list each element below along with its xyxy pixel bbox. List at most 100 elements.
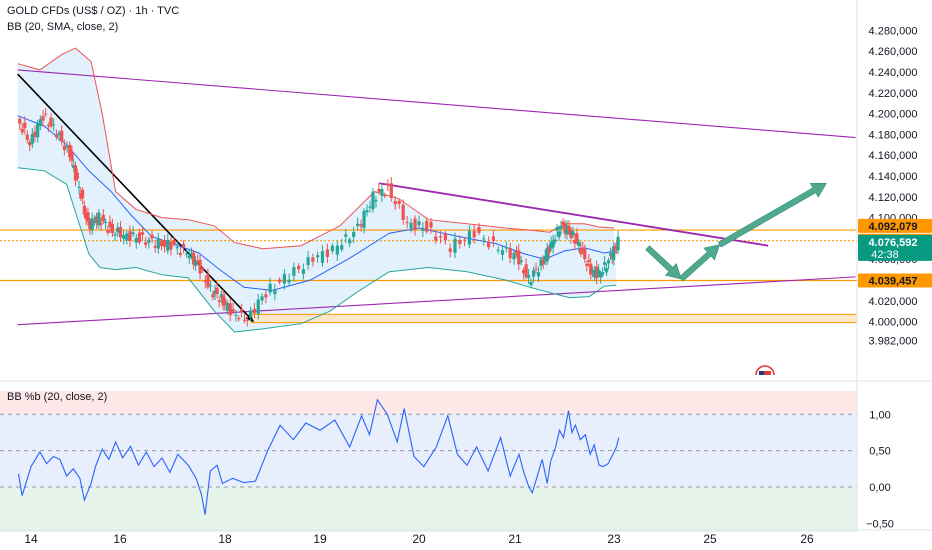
candle-body[interactable] [380, 188, 384, 196]
candle-body[interactable] [534, 268, 538, 270]
candle-body[interactable] [159, 241, 164, 247]
candle-body[interactable] [75, 172, 79, 179]
candle-body[interactable] [95, 216, 99, 224]
candle-body[interactable] [401, 204, 405, 220]
candle-body[interactable] [137, 232, 142, 243]
candle-body[interactable] [443, 233, 447, 241]
candle-body[interactable] [260, 296, 264, 301]
candle-body[interactable] [335, 245, 339, 255]
candle-body[interactable] [527, 275, 531, 278]
percent-b-line[interactable] [17, 398, 620, 515]
candle-body[interactable] [543, 255, 547, 260]
candle-body[interactable] [344, 234, 348, 237]
candle-body[interactable] [268, 283, 272, 293]
candle-body[interactable] [99, 223, 103, 225]
candle-body[interactable] [585, 264, 589, 266]
candle-body[interactable] [514, 251, 519, 254]
candle-body[interactable] [79, 193, 83, 199]
candle-body[interactable] [147, 239, 151, 243]
candle-body[interactable] [500, 250, 505, 255]
candle-body[interactable] [225, 303, 229, 311]
support-zone[interactable] [251, 313, 857, 324]
candle-body[interactable] [282, 273, 286, 284]
candle-body[interactable] [567, 225, 571, 231]
candle-body[interactable] [575, 233, 579, 243]
candle-body[interactable] [185, 253, 189, 255]
candle-body[interactable] [134, 237, 138, 243]
candle-body[interactable] [569, 230, 573, 238]
candle-body[interactable] [374, 200, 378, 202]
candle-body[interactable] [297, 266, 301, 270]
candle-body[interactable] [23, 122, 27, 129]
candle-body[interactable] [144, 242, 148, 245]
candle-body[interactable] [20, 128, 24, 133]
candle-body[interactable] [599, 273, 603, 278]
candle-body[interactable] [487, 242, 491, 248]
candle-body[interactable] [467, 230, 471, 245]
candle-body[interactable] [405, 222, 409, 224]
candle-body[interactable] [44, 113, 48, 115]
candle-body[interactable] [65, 145, 69, 148]
candle-body[interactable] [125, 233, 129, 241]
candle-body[interactable] [292, 267, 296, 276]
candle-body[interactable] [356, 223, 360, 226]
candle-body[interactable] [429, 221, 433, 228]
candle-body[interactable] [539, 259, 543, 266]
candle-body[interactable] [320, 251, 325, 263]
candle-body[interactable] [439, 236, 443, 238]
candle-body[interactable] [587, 260, 591, 262]
candle-body[interactable] [421, 227, 425, 231]
candle-body[interactable] [122, 234, 126, 239]
candle-body[interactable] [206, 274, 210, 288]
price-label-1[interactable]: 4.092,079 [869, 221, 918, 233]
candle-body[interactable] [340, 245, 344, 250]
candle-body[interactable] [169, 241, 173, 250]
candle-body[interactable] [166, 239, 170, 251]
candle-body[interactable] [278, 279, 282, 283]
candle-body[interactable] [62, 145, 66, 151]
candle-body[interactable] [545, 247, 549, 262]
candle-body[interactable] [389, 183, 393, 198]
candle-body[interactable] [536, 272, 541, 277]
candle-body[interactable] [116, 227, 120, 233]
oscillator-legend[interactable]: BB %b (20, close, 2) [7, 391, 108, 403]
candle-body[interactable] [555, 227, 559, 231]
candle-body[interactable] [273, 289, 277, 295]
candle-body[interactable] [57, 132, 61, 136]
candle-body[interactable] [86, 212, 90, 222]
candle-body[interactable] [330, 245, 334, 252]
candle-body[interactable] [559, 226, 563, 230]
candle-body[interactable] [577, 241, 581, 246]
candle-body[interactable] [602, 262, 607, 265]
candle-body[interactable] [156, 238, 160, 249]
candle-body[interactable] [208, 285, 213, 287]
candle-body[interactable] [448, 248, 452, 252]
black-trend-line[interactable] [17, 73, 255, 323]
candle-body[interactable] [597, 269, 601, 275]
trendline-2[interactable] [17, 276, 856, 326]
candle-body[interactable] [531, 270, 536, 277]
price-axis[interactable]: 4.280,000 4.260,000 4.240,000 4.220,000 4.20… [856, 0, 932, 530]
candle-body[interactable] [352, 231, 356, 238]
candle-body[interactable] [131, 232, 135, 235]
candle-body[interactable] [46, 125, 50, 127]
projection-arrow-3[interactable] [717, 183, 827, 248]
candle-body[interactable] [150, 234, 154, 239]
candle-body[interactable] [54, 134, 58, 138]
candle-body[interactable] [508, 248, 512, 259]
time-axis[interactable]: 14 16 18 19 20 21 23 25 26 [0, 529, 932, 546]
candle-body[interactable] [52, 124, 56, 126]
candle-body[interactable] [595, 266, 599, 279]
projection-arrow-1[interactable] [645, 245, 682, 280]
candle-body[interactable] [608, 253, 613, 256]
candle-body[interactable] [256, 299, 260, 315]
candle-body[interactable] [118, 227, 123, 238]
candle-body[interactable] [140, 232, 145, 235]
candle-body[interactable] [377, 189, 381, 192]
candle-body[interactable] [287, 279, 291, 283]
price-pane[interactable] [0, 47, 857, 384]
candle-body[interactable] [231, 308, 235, 312]
candle-body[interactable] [549, 241, 553, 249]
candle-body[interactable] [88, 220, 92, 230]
candle-body[interactable] [371, 191, 375, 210]
